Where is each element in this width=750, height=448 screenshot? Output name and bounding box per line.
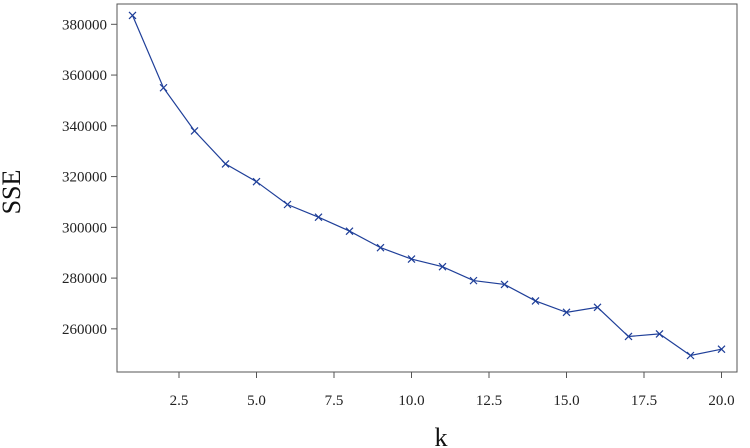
- y-axis-title: SSE: [0, 170, 26, 215]
- x-tick-label: 12.5: [476, 393, 502, 409]
- data-point: [593, 303, 602, 312]
- x-tick-label: 7.5: [325, 393, 344, 409]
- data-point: [252, 177, 261, 186]
- x-tick-label: 17.5: [631, 393, 657, 409]
- y-tick-label: 380000: [62, 17, 107, 33]
- y-tick-label: 340000: [62, 119, 107, 135]
- y-tick-label: 280000: [62, 271, 107, 287]
- y-axis: 260000 280000 300000 320000 340000 360000 3800…: [62, 17, 117, 338]
- data-point: [531, 297, 540, 305]
- x-tick-label: 5.0: [247, 393, 266, 409]
- data-point: [500, 280, 509, 289]
- data-point: [159, 83, 168, 92]
- data-point: [128, 11, 137, 20]
- data-point: [407, 255, 416, 263]
- plot-border: [116, 3, 738, 373]
- plot-frame: [116, 3, 738, 373]
- data-point: [624, 332, 633, 341]
- data-point: [314, 213, 323, 222]
- data-point: [562, 308, 571, 317]
- data-point: [376, 243, 385, 252]
- series-sse: [128, 11, 726, 360]
- y-tick-label: 260000: [62, 322, 107, 338]
- y-tick-label: 320000: [62, 170, 107, 186]
- data-point: [438, 262, 447, 271]
- x-tick-label: 2.5: [170, 393, 189, 409]
- data-point: [221, 159, 230, 168]
- data-point: [686, 351, 695, 360]
- x-axis-title: k: [435, 423, 448, 448]
- x-axis: 2.5 5.0 7.5 10.0 12.5 15.0 17.5 20.0: [170, 372, 735, 409]
- data-point: [190, 126, 199, 135]
- x-tick-label: 20.0: [708, 393, 734, 409]
- data-point: [655, 330, 664, 338]
- y-tick-label: 300000: [62, 220, 107, 236]
- data-point: [345, 227, 354, 236]
- x-tick-label: 10.0: [398, 393, 424, 409]
- data-point: [283, 200, 292, 209]
- x-tick-label: 15.0: [553, 393, 579, 409]
- series-line: [131, 15, 722, 357]
- data-point: [717, 345, 726, 354]
- y-tick-label: 360000: [62, 68, 107, 84]
- data-point: [469, 276, 478, 285]
